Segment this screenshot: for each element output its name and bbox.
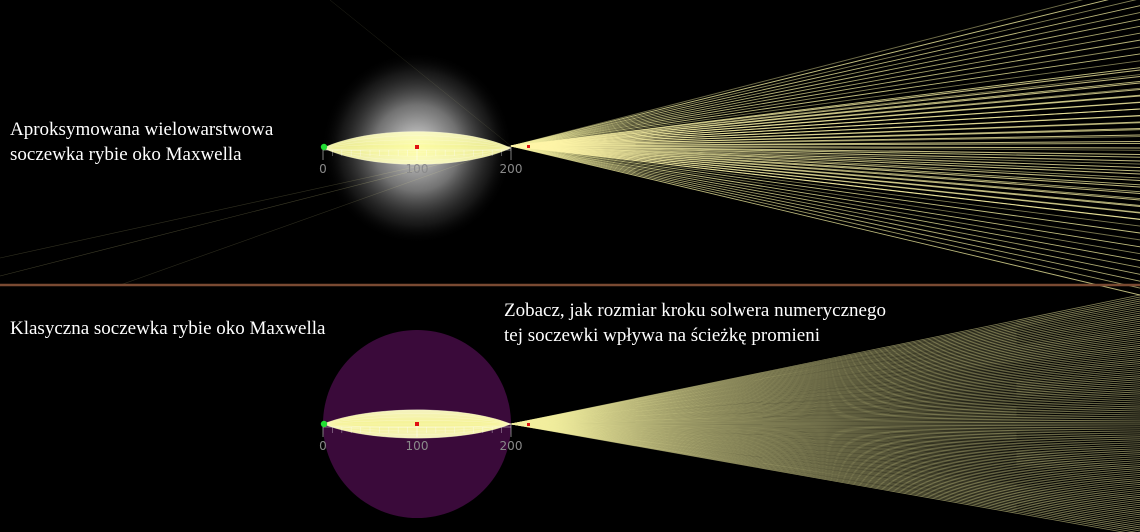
top-ray-core xyxy=(510,145,1140,149)
top-ray xyxy=(510,145,1140,296)
top-lens-ray xyxy=(322,143,512,149)
top-ray xyxy=(510,145,1140,268)
stray-ray xyxy=(0,145,512,277)
top-ray xyxy=(510,32,1140,147)
axis-tick-label: 100 xyxy=(406,439,429,453)
stray-ray xyxy=(0,145,512,259)
top-ray xyxy=(510,145,1140,289)
top-ray xyxy=(510,145,1140,241)
top-ray-core xyxy=(510,75,1140,147)
bottom-lens-ray xyxy=(322,423,512,439)
top-ray-core xyxy=(510,108,1140,147)
bottom-lens-ray xyxy=(322,413,512,425)
top-source-point xyxy=(320,143,328,151)
top-ray-core xyxy=(510,145,1140,182)
top-ray-core xyxy=(510,114,1140,147)
top-ray-core xyxy=(510,95,1140,147)
top-axis: 0 100 200 xyxy=(319,147,522,176)
bottom-ray-fan xyxy=(510,294,1140,532)
bottom-caption: Klasyczna soczewka rybie oko Maxwella xyxy=(10,318,326,339)
top-ray-core xyxy=(510,82,1140,147)
top-ray xyxy=(510,60,1140,147)
bottom-center-marker xyxy=(415,422,419,426)
top-ray-core xyxy=(510,145,1140,221)
top-lens-ray xyxy=(322,139,512,149)
bottom-lens-ray xyxy=(322,420,512,425)
axis-tick-label: 200 xyxy=(500,162,523,176)
top-ray xyxy=(510,0,1084,147)
top-ray-core xyxy=(510,145,1140,169)
top-lens-ray xyxy=(322,135,512,149)
bottom-axis: 0 100 200 xyxy=(319,424,522,453)
top-ray xyxy=(510,145,1140,234)
top-ray-core xyxy=(510,145,1140,156)
top-ray-core xyxy=(510,145,1140,162)
axis-tick-label: 0 xyxy=(319,439,327,453)
bottom-source-point xyxy=(320,420,328,428)
stray-ray xyxy=(329,0,512,147)
top-ray-core xyxy=(510,145,1140,195)
solver-step-note: Zobacz, jak rozmiar kroku solwera numery… xyxy=(504,300,886,346)
top-ray xyxy=(510,5,1140,147)
top-lens-ray xyxy=(322,131,512,149)
top-ray xyxy=(510,12,1140,147)
bottom-lens-ray xyxy=(322,416,512,425)
top-ray xyxy=(510,25,1140,147)
top-ray xyxy=(510,145,1140,282)
axis-tick-label: 100 xyxy=(406,162,429,176)
top-ray-core xyxy=(510,127,1140,147)
top-ray xyxy=(510,145,1140,255)
top-ray-core xyxy=(510,145,1140,201)
top-ray xyxy=(510,145,1140,248)
top-caption: Aproksymowana wielowarstwowa soczewka ry… xyxy=(10,119,274,165)
top-ray xyxy=(510,145,1140,227)
top-faint-rays xyxy=(0,0,512,286)
top-ray-core xyxy=(510,121,1140,147)
top-focus-marker xyxy=(527,145,530,148)
top-ray-core xyxy=(510,145,1140,214)
bottom-ray xyxy=(510,423,1126,532)
axis-tick-label: 200 xyxy=(500,439,523,453)
top-ray xyxy=(510,53,1140,147)
top-ray xyxy=(510,0,1137,147)
top-ray xyxy=(510,145,1140,275)
top-ray-core xyxy=(510,101,1140,147)
stray-ray xyxy=(119,145,512,286)
top-panel: 0 100 200 xyxy=(0,0,1140,296)
top-ray-core xyxy=(510,145,1140,188)
top-ray-fan xyxy=(510,0,1140,296)
top-ray xyxy=(510,19,1140,147)
top-lens-ray xyxy=(322,147,512,165)
top-center-marker xyxy=(415,145,419,149)
bottom-lens-ray xyxy=(322,409,512,425)
top-ray xyxy=(510,39,1140,147)
top-ray-core xyxy=(510,69,1140,147)
bottom-panel: 0 100 200 xyxy=(319,294,1140,532)
axis-tick-label: 0 xyxy=(319,162,327,176)
top-ray-core xyxy=(510,140,1140,147)
top-ray xyxy=(510,46,1140,147)
top-ray xyxy=(510,0,1109,147)
top-ray-core xyxy=(510,145,1140,175)
top-ray xyxy=(510,145,1140,261)
top-lens-ray xyxy=(322,147,512,161)
top-ray-core xyxy=(510,88,1140,147)
top-ray-core xyxy=(510,145,1140,208)
top-ray-core xyxy=(510,134,1140,147)
bottom-focus-marker xyxy=(527,423,530,426)
